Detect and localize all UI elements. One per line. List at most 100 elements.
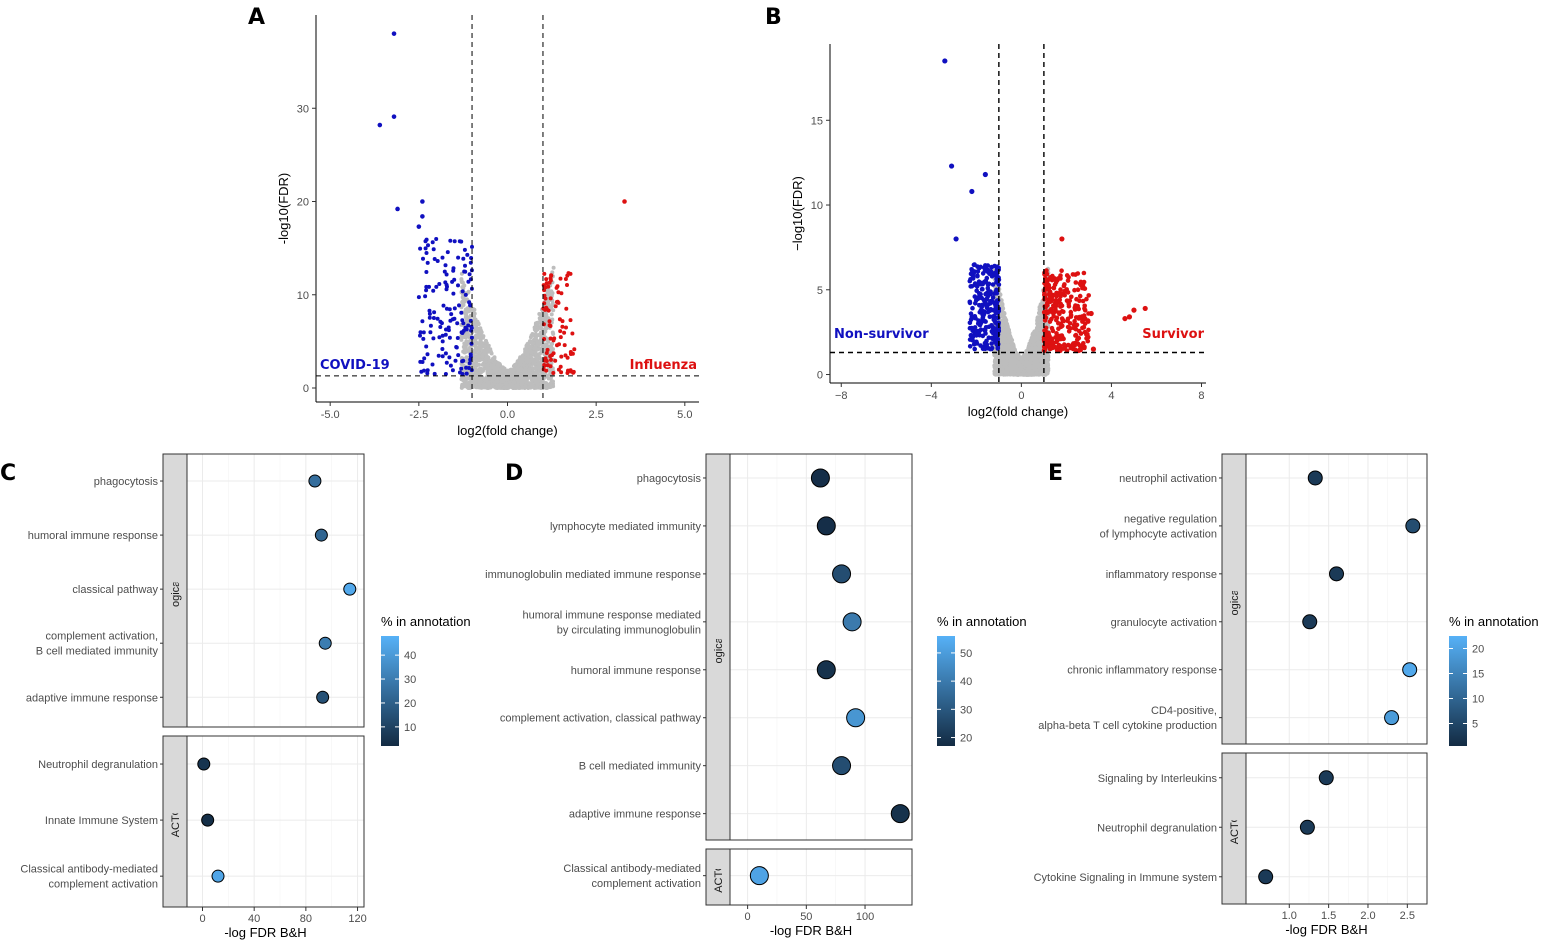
- data-point-ns: [1003, 371, 1008, 376]
- data-point-up: [565, 283, 569, 287]
- data-point-up: [572, 347, 577, 352]
- data-point-up: [1074, 296, 1079, 302]
- data-point-ns: [537, 375, 541, 379]
- data-point-ns: [1031, 339, 1036, 345]
- data-point-down: [987, 308, 993, 314]
- data-point-ns: [994, 355, 999, 361]
- data-point-ns: [544, 373, 549, 378]
- category-label: complement activation,: [46, 631, 159, 643]
- data-point-ns: [538, 369, 542, 374]
- data-point-ns: [533, 370, 538, 375]
- data-point-ns: [478, 340, 483, 345]
- data-point-ns: [500, 379, 505, 384]
- data-point-ns: [495, 364, 500, 369]
- data-point-up: [1072, 318, 1077, 324]
- data-point-down: [441, 303, 446, 308]
- category-label: neutrophil activation: [1119, 473, 1217, 485]
- data-point-down: [432, 371, 437, 376]
- data-point-up: [551, 351, 556, 356]
- data-point-ns: [546, 339, 551, 344]
- data-point-ns: [1030, 336, 1036, 342]
- data-point-down: [443, 332, 448, 337]
- data-point-ns: [532, 360, 537, 365]
- data-point-down: [995, 315, 1001, 321]
- x-tick-label: -5.0: [321, 409, 340, 421]
- data-point-ns: [540, 345, 545, 350]
- data-point-ns: [492, 360, 497, 365]
- data-point-up: [1051, 285, 1057, 291]
- data-point-down: [972, 262, 977, 267]
- data-point-ns: [519, 375, 524, 379]
- enrichment-dot: [1329, 566, 1344, 582]
- data-point-ns: [1035, 325, 1040, 331]
- enrichment-dotplot-d: GO_Biological_Process phagocytosis lymphoc…: [485, 453, 1027, 938]
- enrichment-dot: [1307, 470, 1323, 486]
- data-point-up: [1055, 338, 1060, 343]
- data-point-up: [1076, 316, 1082, 321]
- data-point-up: [558, 329, 563, 334]
- x-tick-label: 2.5: [589, 409, 604, 421]
- data-point-down: [418, 359, 423, 364]
- facet-0: GO_Biological_Process neutrophil activati…: [1038, 453, 1428, 745]
- data-point-down: [467, 366, 471, 370]
- data-point-down: [463, 269, 468, 274]
- data-point-up: [570, 331, 575, 336]
- data-point-ns: [483, 382, 488, 387]
- panel-letter-d: D: [505, 461, 523, 486]
- data-point-ns: [520, 385, 525, 390]
- data-point-down: [435, 259, 440, 263]
- data-point-down: [460, 318, 465, 323]
- enrichment-dot: [197, 757, 211, 771]
- outlier-point-up: [1122, 315, 1128, 322]
- data-point-down: [990, 282, 996, 287]
- panel-letter-a: A: [248, 5, 265, 30]
- category-label: humoral immune response: [28, 530, 158, 542]
- data-point-ns: [475, 319, 480, 324]
- enrichment-dot: [308, 474, 322, 488]
- data-point-up: [557, 317, 562, 322]
- data-point-ns: [1045, 366, 1051, 372]
- category-label: Classical antibody-mediated: [563, 863, 701, 875]
- category-label: B cell mediated immunity: [579, 761, 702, 773]
- data-point-up: [1044, 339, 1050, 344]
- outlier-point-up: [1059, 236, 1065, 242]
- data-point-down: [456, 283, 460, 288]
- data-point-ns: [480, 375, 485, 380]
- data-point-down: [972, 346, 977, 352]
- data-point-ns: [551, 308, 556, 313]
- data-point-down: [975, 328, 981, 334]
- data-point-up: [1056, 342, 1062, 348]
- data-point-down: [426, 243, 430, 248]
- data-point-ns: [475, 358, 480, 363]
- legend-tick-label: 20: [404, 698, 416, 710]
- data-point-up: [551, 371, 556, 375]
- data-point-ns: [488, 384, 493, 389]
- data-point-ns: [527, 343, 531, 348]
- data-point-ns: [1009, 345, 1015, 350]
- category-label: Signaling by Interleukins: [1098, 773, 1218, 785]
- data-point-ns: [1038, 369, 1044, 374]
- data-point-down: [434, 237, 439, 241]
- data-point-up: [1070, 344, 1075, 350]
- outlier-point-down: [416, 224, 422, 229]
- data-point-up: [558, 364, 563, 369]
- data-point-down: [459, 366, 464, 371]
- data-point-ns: [1005, 332, 1011, 338]
- data-point-down: [440, 354, 445, 359]
- outlier-point-down: [982, 171, 988, 178]
- data-point-ns: [1033, 345, 1038, 351]
- data-point-down: [449, 312, 454, 317]
- data-point-down: [457, 303, 461, 308]
- data-point-ns: [548, 384, 553, 389]
- data-point-ns: [459, 337, 464, 342]
- data-point-down: [980, 286, 985, 292]
- data-point-down: [969, 284, 975, 289]
- data-point-ns: [472, 307, 477, 312]
- outlier-point-down: [420, 214, 425, 219]
- data-point-up: [1073, 280, 1079, 285]
- data-point-up: [560, 324, 565, 329]
- y-axis-title: −log10(FDR): [790, 176, 805, 251]
- data-point-up: [565, 273, 570, 278]
- data-point-down: [428, 330, 433, 335]
- data-point-down: [985, 267, 990, 273]
